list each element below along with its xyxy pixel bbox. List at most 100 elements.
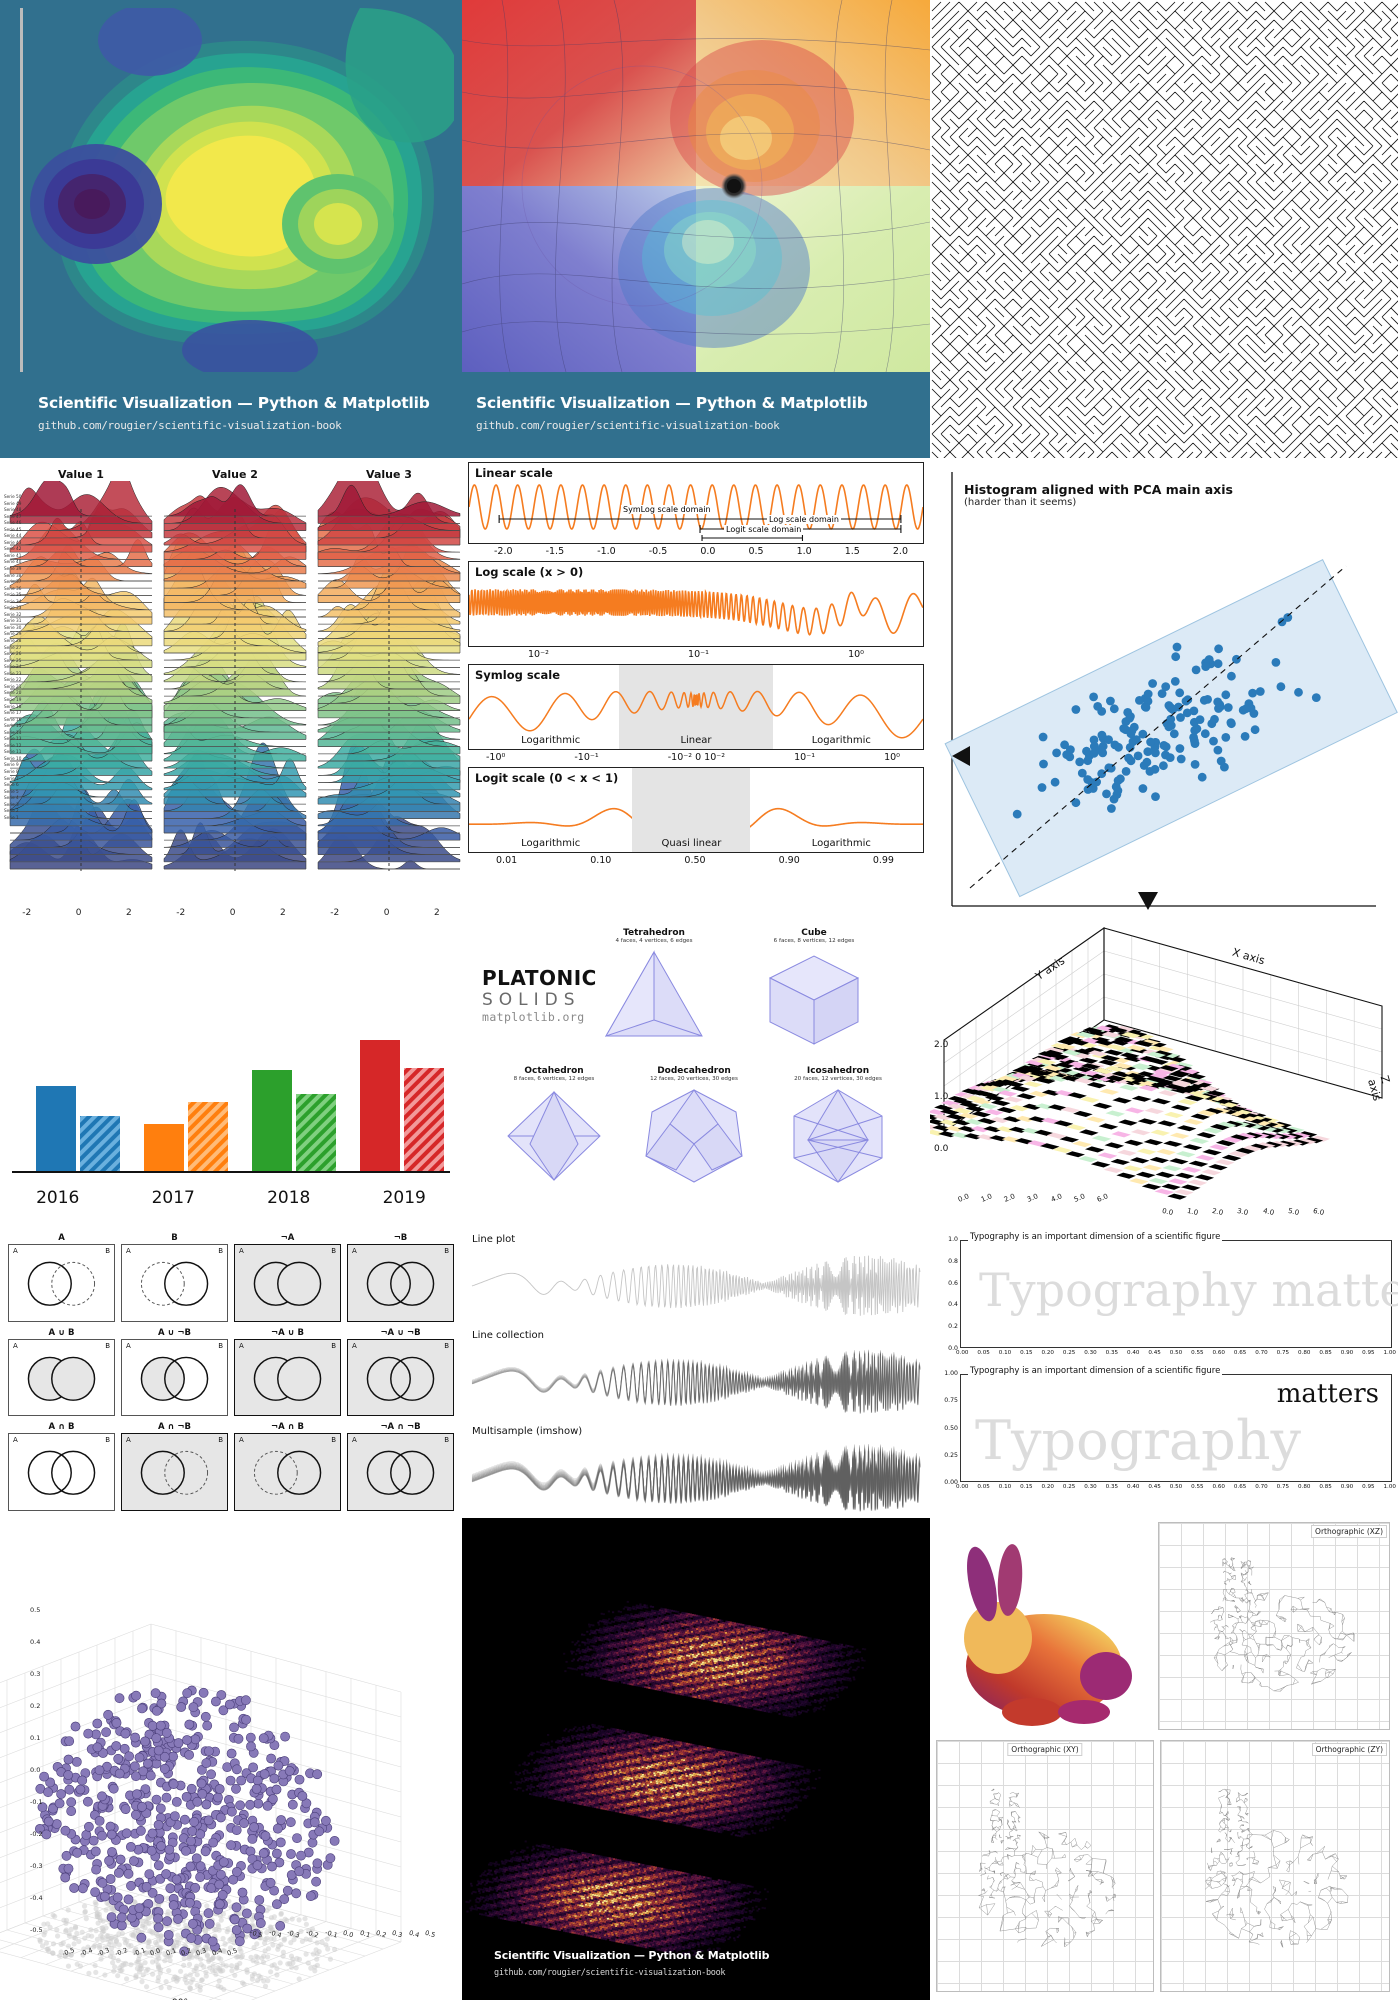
symlog-region-right: Logarithmic [811, 735, 871, 746]
tile-scatter-3d[interactable]: 0.5 0.4 0.3 0.2 0.1 0.0 -0.1 -0.2 -0.3 -0.4 -0.5 -… [0, 1518, 462, 2000]
tile-ridgeline-plot[interactable]: Value 1 Serie 50 Serie 49 Serie 48 Serie 47… [0, 458, 462, 920]
venn-cell[interactable]: ¬A A B [234, 1232, 341, 1323]
serie-label: Serie 23 [4, 670, 22, 676]
bar-chart-svg [12, 1040, 450, 1173]
tile-grouped-bars[interactable]: 2016 2017 2018 2019 [0, 920, 462, 1226]
venn-cell[interactable]: A ∩ ¬B A B [121, 1421, 228, 1512]
platonic-solids-figure: PLATONIC SOLIDS matplotlib.org Tetrahedr… [462, 920, 930, 1226]
bar-year-label: 2016 [36, 1188, 80, 1208]
log-domain-label: Log scale domain [767, 515, 841, 524]
serie-label: Serie 21 [4, 683, 22, 689]
tile-domain-coloring[interactable]: Scientific Visualization — Python & Matp… [462, 0, 930, 458]
scale-label: Symlog scale [475, 668, 561, 682]
bunny-panel-zy[interactable]: Orthographic (ZY) [1160, 1740, 1390, 1992]
logo-line-1: PLATONIC [482, 966, 597, 990]
bunny-panel-xy[interactable]: Orthographic (XY) [936, 1740, 1154, 1992]
solid-cube[interactable]: Cube 6 faces, 8 vertices, 12 edges [744, 928, 884, 1052]
xtick-label: 0.1 [358, 1928, 372, 1940]
line-collection-label: Line collection [472, 1330, 544, 1341]
multisample-svg [471, 1443, 921, 1512]
scale-panel-log[interactable]: Log scale (x > 0) [468, 561, 924, 647]
xtick-label: 2 [280, 908, 286, 918]
bar-year-label: 2017 [151, 1188, 195, 1208]
venn-caption: B [171, 1233, 178, 1243]
xtick-label: 0.50 [1169, 1350, 1183, 1356]
scale-panel-logit[interactable]: Logit scale (0 < x < 1) Logarithmic Quas… [468, 767, 924, 853]
tile-bunny-meshes[interactable]: Orthographic (XZ) Orthographic (XY) Orth… [930, 1518, 1398, 2000]
xtick-label: 0.25 [1062, 1350, 1076, 1356]
ridgeline-svg-3 [317, 481, 461, 871]
line-rendering-figure: Line plot Line collection Multisample (i… [462, 1226, 930, 1518]
serie-label: Serie 9 [4, 762, 19, 768]
xtick-label: -10⁻² 0 10⁻² [667, 752, 726, 763]
ztick-label: 0.2 [30, 1702, 41, 1710]
typography-panel-1[interactable]: Typography matters [960, 1240, 1398, 1348]
xtick-label: 0 [383, 908, 390, 918]
spectrogram-plot: Scientific Visualization — Python & Matp… [462, 1518, 930, 2000]
venn-set-a-label: A [126, 1436, 131, 1445]
ztick-label: 0.0 [30, 1766, 41, 1774]
tile-filled-contour[interactable]: Scientific Visualization — Python & Matp… [0, 0, 462, 458]
grid-background [1161, 1741, 1389, 1991]
ytick-label: 0.4 [210, 1946, 224, 1958]
tile-platonic-solids[interactable]: PLATONIC SOLIDS matplotlib.org Tetrahedr… [462, 920, 930, 1226]
xtick-label: 0.70 [1255, 1350, 1268, 1356]
scale-panel-linear[interactable]: Linear scale SymLog scale domain Log sca… [468, 462, 924, 544]
venn-cell[interactable]: A ∪ ¬B A B [121, 1327, 228, 1418]
serie-label: Serie 41 [4, 552, 22, 558]
ytick-label: 0.25 [944, 1451, 958, 1459]
scale-panel-symlog[interactable]: Symlog scale Logarithmic Linear Logarith… [468, 664, 924, 750]
tile-typography[interactable]: Typography matters Typography is an impo… [930, 1226, 1398, 1518]
tile-surface-3d[interactable]: X axis Y axis Z axis 2.0 1.0 0.0 0.0 1.0 2.0… [930, 920, 1398, 1226]
xtick-label: 0.5 [748, 546, 764, 557]
venn-set-b-label: B [331, 1341, 336, 1350]
xtick-label: 0.50 [684, 855, 706, 866]
bunny-panel-xz[interactable]: Orthographic (XZ) [1158, 1522, 1390, 1730]
serie-label: Serie 42 [4, 546, 22, 552]
xtick-label: 0.45 [1148, 1484, 1161, 1490]
xtick-label: 0.5 [424, 1928, 437, 1940]
tile-scales-panel[interactable]: Linear scale SymLog scale domain Log sca… [462, 458, 930, 920]
tile-maze-pattern[interactable] [930, 0, 1398, 458]
quasi-linear-region-shade [632, 768, 751, 852]
xtick-label: -2 [22, 908, 32, 918]
solid-dodecahedron[interactable]: Dodecahedron 12 faces, 20 vertices, 30 e… [624, 1066, 764, 1190]
octahedron-svg [507, 1090, 601, 1181]
xtick-label: 0.01 [496, 855, 518, 866]
venn-cell[interactable]: ¬A ∩ ¬B A B [347, 1421, 454, 1512]
venn-set-a-label: A [239, 1341, 244, 1350]
bunny-wire-xy-svg [978, 1788, 1116, 1947]
tile-line-rendering[interactable]: Line plot Line collection Multisample (i… [462, 1226, 930, 1518]
logit-xticks: 0.01 0.10 0.50 0.90 0.99 [468, 853, 924, 866]
xtick-label: 0.0 [1161, 1206, 1174, 1218]
tile-pca-histogram[interactable]: Histogram aligned with PCA main axis (ha… [930, 458, 1398, 920]
tile-spectrogram-dark[interactable]: Scientific Visualization — Python & Matp… [462, 1518, 930, 2000]
surface-3d-plot: X axis Y axis Z axis 2.0 1.0 0.0 0.0 1.0 2.0… [930, 920, 1398, 1226]
symlog-xticks: -10⁰ -10⁻¹ -10⁻² 0 10⁻² 10⁻¹ 10⁰ [468, 750, 924, 763]
ridgeline-column-1: Value 1 Serie 50 Serie 49 Serie 48 Serie 47… [4, 464, 158, 916]
xtick-label: 0.95 [1362, 1350, 1375, 1356]
solid-icosahedron[interactable]: Icosahedron 20 faces, 12 vertices, 30 ed… [768, 1066, 908, 1190]
solid-tetrahedron[interactable]: Tetrahedron 4 faces, 4 vertices, 6 edges [584, 928, 724, 1052]
xtick-label: 0.00 [956, 1484, 969, 1490]
xtick-label: 10⁻¹ [794, 752, 816, 763]
venn-cell[interactable]: ¬A ∪ ¬B A B [347, 1327, 454, 1418]
xtick-label: 0.70 [1255, 1484, 1268, 1490]
xtick-label: 0.65 [1233, 1350, 1247, 1356]
typography-panel-2[interactable]: Typography matters [960, 1374, 1392, 1482]
ytick-label: 0.0 [149, 1946, 162, 1958]
xtick-label: 1.0 [796, 546, 812, 557]
caption-band [0, 372, 462, 458]
venn-cell[interactable]: ¬B A B [347, 1232, 454, 1323]
xtick-label: 10⁻² [528, 649, 549, 660]
solid-octahedron[interactable]: Octahedron 8 faces, 6 vertices, 12 edges [484, 1066, 624, 1190]
